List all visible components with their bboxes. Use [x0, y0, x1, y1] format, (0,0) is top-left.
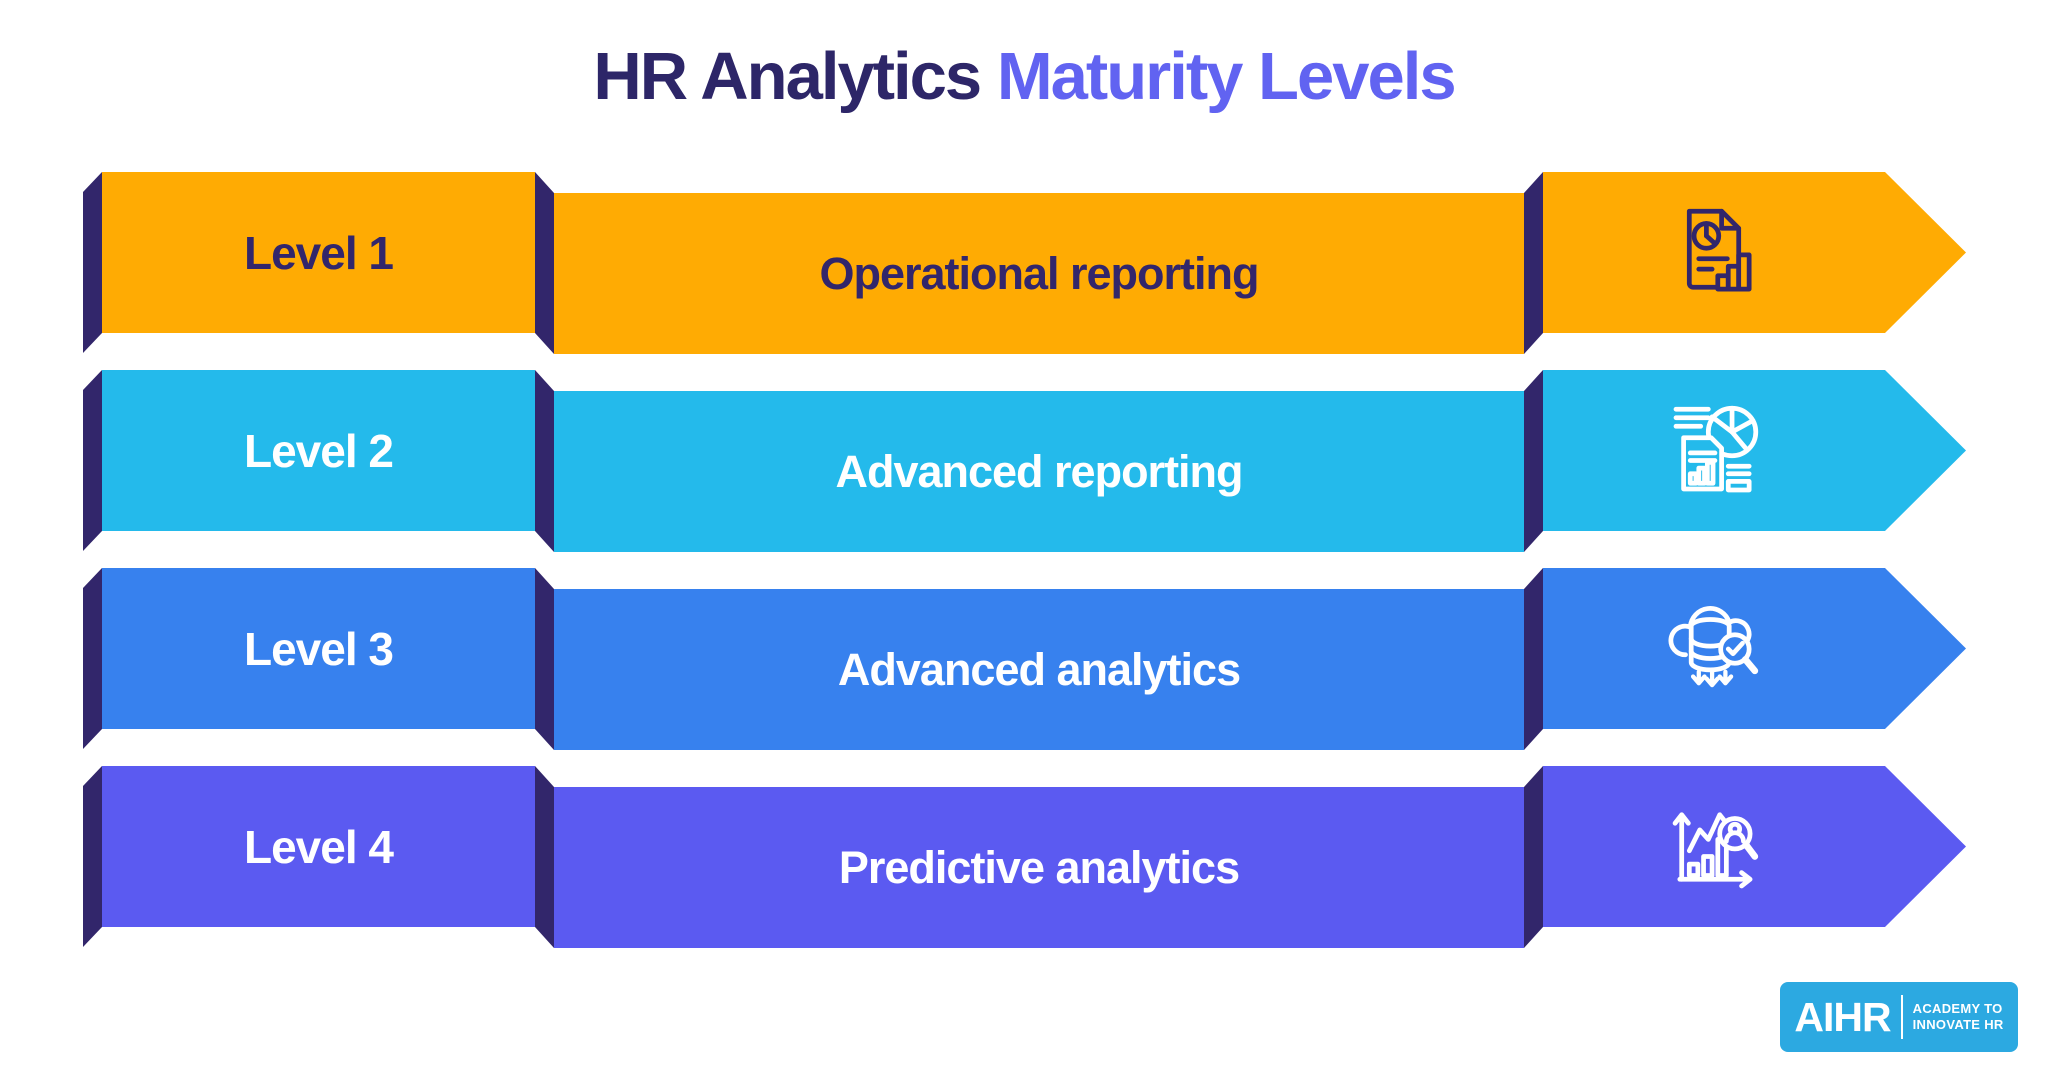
level-3-arrow [1543, 568, 1966, 729]
level-1-label-block: Level 1 [102, 172, 535, 333]
fold-bevel [535, 370, 554, 552]
maturity-level-row-3: Level 3 Advanced analytics [0, 568, 2048, 750]
fold-bevel [1524, 766, 1543, 948]
left-fold-bevel [83, 568, 102, 749]
level-2-label-block: Level 2 [102, 370, 535, 531]
logo-divider [1900, 995, 1903, 1039]
level-2-description: Advanced reporting [835, 445, 1243, 497]
maturity-level-row-1: Level 1 Operational reporting [0, 172, 2048, 354]
level-3-description: Advanced analytics [837, 643, 1241, 695]
level-2-label: Level 2 [244, 424, 394, 477]
level-3-description-block: Advanced analytics [554, 589, 1524, 750]
left-fold-bevel [83, 766, 102, 947]
level-3-label: Level 3 [244, 622, 394, 675]
level-2-description-block: Advanced reporting [554, 391, 1524, 552]
level-4-arrow [1543, 766, 1966, 927]
level-4-label-block: Level 4 [102, 766, 535, 927]
aihr-logo-wordmark: AIHR [1794, 993, 1891, 1040]
level-1-label: Level 1 [244, 226, 394, 279]
fold-bevel [535, 172, 554, 354]
page-title-prefix: HR Analytics [593, 39, 982, 114]
level-3-label-block: Level 3 [102, 568, 535, 729]
level-4-description-block: Predictive analytics [554, 787, 1524, 948]
report-pie-chart-icon [1543, 370, 1885, 531]
level-4-description: Predictive analytics [838, 841, 1240, 893]
page-title-highlight: Maturity Levels [996, 39, 1457, 114]
report-document-icon [1543, 172, 1885, 333]
aihr-logo: AIHR ACADEMY TO INNOVATE HR [1780, 982, 2018, 1052]
predictive-chart-icon [1543, 766, 1885, 927]
fold-bevel [535, 766, 554, 948]
fold-bevel [1524, 568, 1543, 750]
level-1-description-block: Operational reporting [554, 193, 1524, 354]
maturity-level-row-4: Level 4 Predictive analytics [0, 766, 2048, 948]
level-4-label: Level 4 [244, 820, 394, 873]
aihr-logo-tagline: ACADEMY TO INNOVATE HR [1912, 1000, 2004, 1032]
left-fold-bevel [83, 370, 102, 551]
page-title: HR Analytics Maturity Levels [0, 38, 2048, 115]
maturity-level-row-2: Level 2 Advanced reporting [0, 370, 2048, 552]
level-1-description: Operational reporting [819, 247, 1259, 299]
fold-bevel [1524, 370, 1543, 552]
left-fold-bevel [83, 172, 102, 353]
fold-bevel [1524, 172, 1543, 354]
level-2-arrow [1543, 370, 1966, 531]
cloud-database-icon [1543, 568, 1885, 729]
level-1-arrow [1543, 172, 1966, 333]
fold-bevel [535, 568, 554, 750]
